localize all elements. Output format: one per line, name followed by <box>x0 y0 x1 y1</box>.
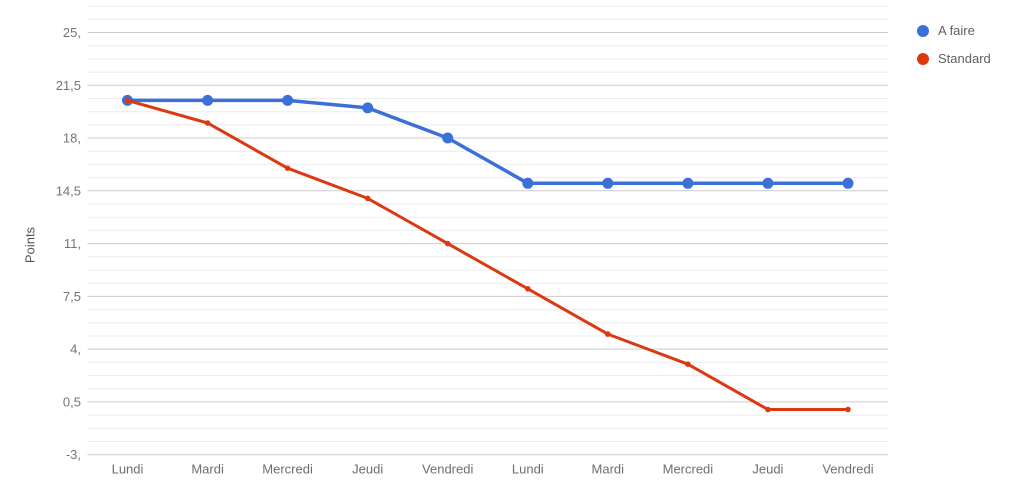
y-tick-label: 0,5 <box>63 394 81 409</box>
data-point[interactable] <box>842 177 854 189</box>
y-tick-label: -3, <box>66 447 81 462</box>
data-point[interactable] <box>602 177 614 189</box>
x-category-label: Vendredi <box>422 462 473 477</box>
data-point[interactable] <box>364 195 371 202</box>
x-category-label: Lundi <box>112 462 144 477</box>
x-category-label: Mardi <box>191 462 224 477</box>
data-point[interactable] <box>522 177 534 189</box>
data-point[interactable] <box>442 132 454 144</box>
x-category-label: Mercredi <box>663 462 714 477</box>
legend-label-standard: Standard <box>938 51 991 66</box>
y-tick-label: 18, <box>63 131 81 146</box>
data-point[interactable] <box>765 406 771 413</box>
data-point[interactable] <box>762 177 774 189</box>
legend-swatch-icon <box>917 24 929 37</box>
series-line-a-faire <box>125 98 850 186</box>
data-point[interactable] <box>282 94 294 106</box>
data-point[interactable] <box>204 120 211 126</box>
x-category-label: Mercredi <box>262 462 313 477</box>
y-axis-title: Points <box>22 226 38 264</box>
y-tick-label: 11, <box>64 236 81 251</box>
data-point[interactable] <box>605 331 611 337</box>
data-point[interactable] <box>284 165 291 171</box>
data-point[interactable] <box>202 94 214 106</box>
legend-item-standard: Standard <box>917 51 991 66</box>
y-tick-label: 25, <box>63 25 81 40</box>
x-category-label: Vendredi <box>822 462 873 477</box>
x-category-label: Lundi <box>512 462 544 477</box>
y-tick-label: 14,5 <box>56 183 81 198</box>
series-line-standard <box>126 98 850 411</box>
y-tick-label: 21,5 <box>56 78 81 93</box>
y-tick-label: 7,5 <box>63 289 81 304</box>
data-point[interactable] <box>845 406 851 413</box>
legend-swatch-icon <box>917 52 929 65</box>
x-category-label: Jeudi <box>352 462 383 477</box>
data-point[interactable] <box>525 286 531 292</box>
x-category-label: Mardi <box>592 462 625 477</box>
data-point[interactable] <box>444 240 451 247</box>
data-point[interactable] <box>682 177 694 189</box>
legend-item-a-faire: A faire <box>917 23 991 38</box>
x-category-label: Jeudi <box>752 462 783 477</box>
data-point[interactable] <box>124 97 131 104</box>
legend-label-a-faire: A faire <box>938 23 975 38</box>
data-point[interactable] <box>362 102 374 114</box>
y-tick-label: 4, <box>70 342 81 357</box>
data-point[interactable] <box>685 361 691 368</box>
legend: A faire Standard <box>917 23 991 66</box>
